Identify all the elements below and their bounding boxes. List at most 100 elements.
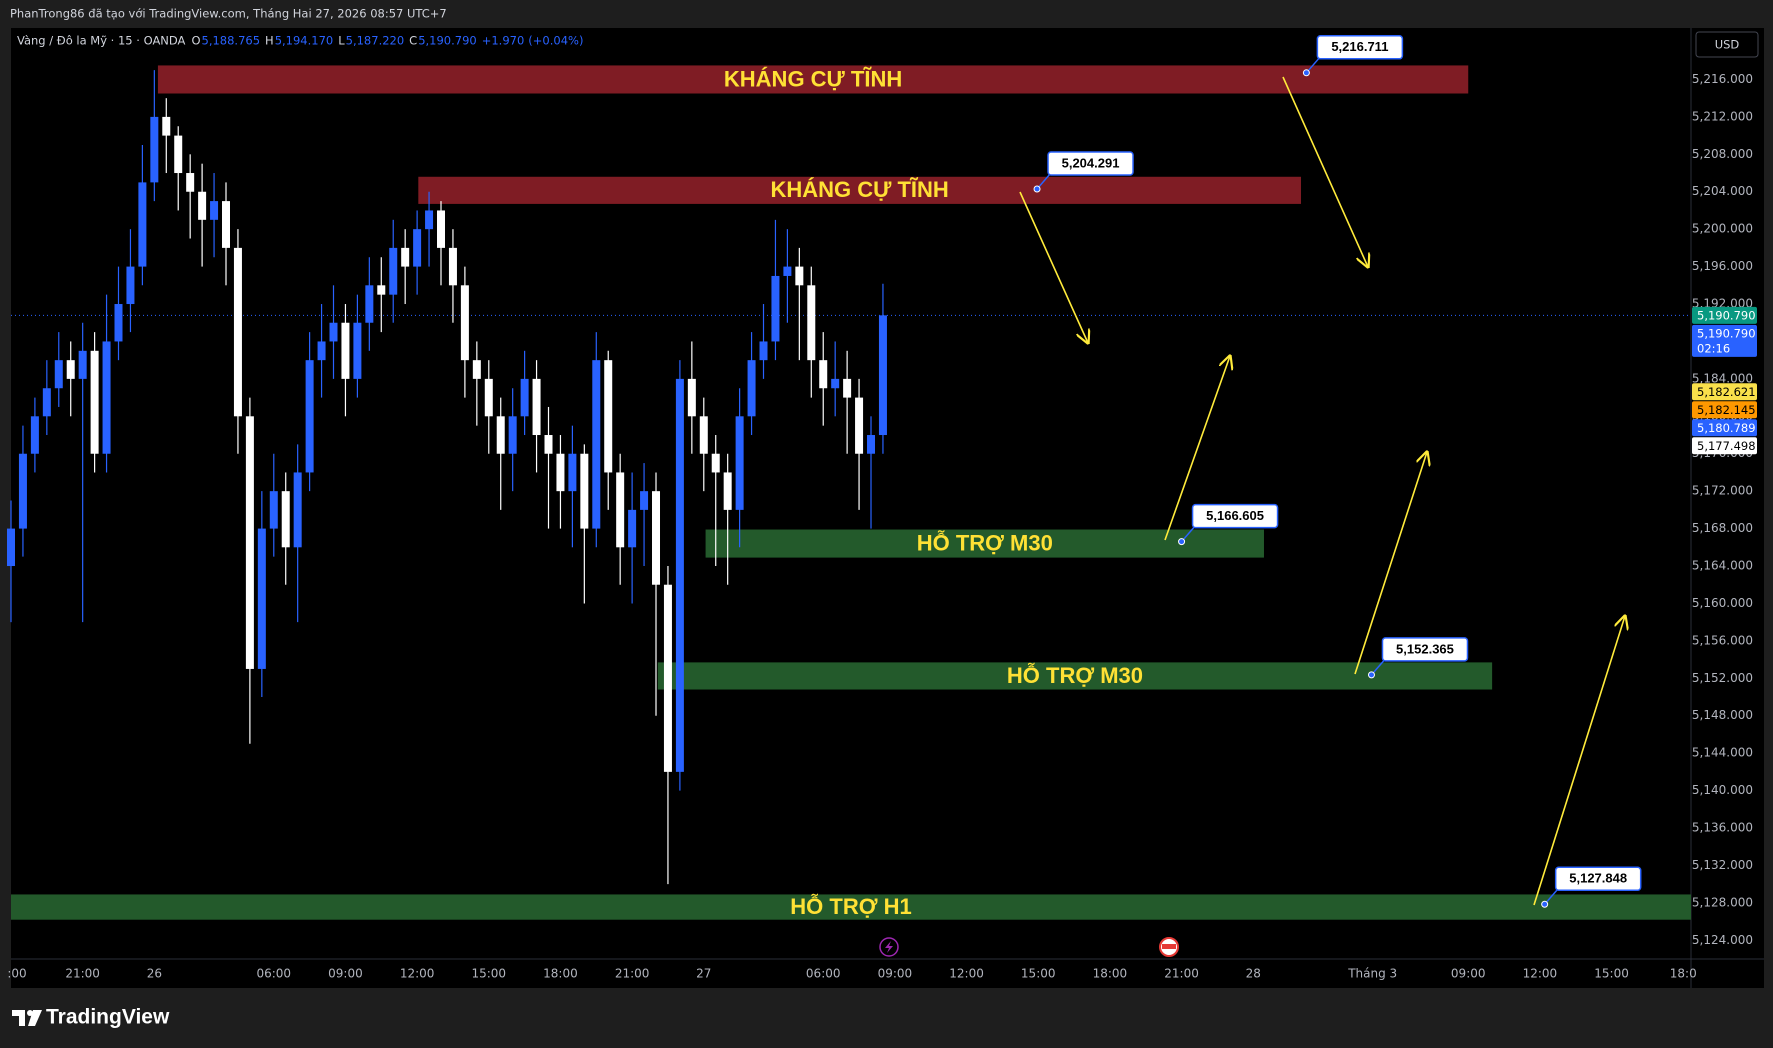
candle-body [377, 285, 386, 295]
candle-body [329, 322, 338, 342]
symbol: Vàng / Đô la Mỹ · 15 · OANDA [17, 34, 186, 48]
y-tick-label: 5,164.000 [1692, 559, 1753, 573]
y-tick-label: 5,200.000 [1692, 222, 1753, 236]
price-badge [1692, 401, 1757, 419]
candle-body [150, 116, 159, 183]
x-tick-label: 21:00 [65, 967, 100, 981]
candle-body [496, 416, 505, 454]
y-tick-label: 5,148.000 [1692, 708, 1753, 722]
x-tick-label: 28 [1246, 967, 1261, 981]
event-icon[interactable] [879, 937, 899, 957]
candle-body [735, 416, 744, 510]
callouts: 5,216.711 5,204.291 5,166.605 5,152.365 5,12… [1033, 35, 1642, 908]
candle-body [652, 491, 661, 585]
x-tick-label: 12:00 [949, 967, 984, 981]
y-tick-label: 5,204.000 [1692, 184, 1753, 198]
candle-body [102, 341, 111, 454]
x-tick-label: 12:00 [400, 967, 435, 981]
arrow [1282, 76, 1368, 267]
y-tick-label: 5,128.000 [1692, 895, 1753, 909]
candle-body [675, 378, 684, 772]
currency-button[interactable] [1695, 31, 1759, 58]
candle-body [508, 416, 517, 454]
candle-body [353, 322, 362, 379]
x-tick-label: 09:00 [328, 967, 363, 981]
candle-body [341, 322, 350, 379]
candle-body [747, 360, 756, 417]
candle-body [126, 266, 135, 305]
brand-logo: TradingView [12, 1006, 170, 1029]
candle-body [18, 453, 27, 529]
callout-box [1191, 503, 1279, 529]
y-tick-label: 5,132.000 [1692, 858, 1753, 872]
candle-body [604, 360, 613, 473]
price-badge [1692, 306, 1757, 324]
y-tick-label: 5,160.000 [1692, 596, 1753, 610]
candle-body [472, 360, 481, 379]
callout-label: 5,204.291 [1062, 155, 1120, 170]
candle-body [532, 378, 541, 436]
ohlc-key: C [409, 34, 417, 48]
x-tick-label: Tháng 3 [1347, 967, 1397, 981]
candle-body [460, 285, 469, 361]
y-tick-label: 5,196.000 [1692, 259, 1753, 273]
candle-body [616, 472, 625, 548]
ohlc-value: 5,188.765 [202, 34, 261, 48]
ohlc-value: 5,194.170 [275, 34, 334, 48]
candle-body [568, 453, 577, 492]
arrow [1019, 191, 1088, 343]
currency[interactable]: USD [1715, 38, 1740, 52]
logo-mark [28, 1010, 42, 1026]
x-tick-label: 12:00 [1523, 967, 1558, 981]
price-badge [1692, 419, 1757, 437]
zone-label: HỖ TRỢ M30 [1007, 662, 1143, 688]
candle-body [640, 491, 649, 510]
x-tick-label: 18:0 [1670, 967, 1697, 981]
x-tick-label: 15:00 [1021, 967, 1056, 981]
price-badge-label: 5,190.790 [1697, 326, 1756, 340]
price-badge-label: 5,177.498 [1697, 439, 1756, 453]
y-tick-label: 5,140.000 [1692, 783, 1753, 797]
countdown: 02:16 [1697, 341, 1730, 355]
candle-body [855, 397, 864, 454]
callout-point [1033, 185, 1041, 193]
candle-body [544, 435, 553, 454]
candle-body [317, 341, 326, 361]
x-tick-label: 09:00 [1451, 967, 1486, 981]
y-tick-label: 5,136.000 [1692, 821, 1753, 835]
candle-body [831, 378, 840, 389]
price-badge-label: 5,182.621 [1697, 385, 1756, 399]
logo-mark [12, 1010, 25, 1026]
x-tick-label: 15:00 [1594, 967, 1629, 981]
callout-box [1316, 35, 1404, 60]
candle-body [389, 247, 398, 295]
zone-label: HỖ TRỢ M30 [917, 529, 1053, 555]
candle-body [448, 247, 457, 286]
ohlc-value: 5,190.790 [418, 34, 477, 48]
callout-label: 5,127.848 [1569, 871, 1627, 886]
candle-body [723, 472, 732, 510]
x-tick-label: 27 [696, 967, 711, 981]
x-tick-label: 15:00 [471, 967, 506, 981]
candle-body [687, 378, 696, 417]
logo-dot [27, 1010, 33, 1016]
price-badge [1692, 324, 1757, 357]
zone [11, 894, 1691, 920]
candle-body [78, 350, 87, 379]
candle-body [90, 350, 99, 454]
candle-body [293, 472, 302, 548]
candle-body [759, 341, 768, 361]
callout-point [1367, 671, 1375, 679]
zone [657, 662, 1493, 690]
arrow [1354, 452, 1427, 675]
candle-body [162, 116, 171, 136]
credit: PhanTrong86 đã tạo với TradingView.com, … [10, 7, 447, 21]
y-tick-label: 5,216.000 [1692, 72, 1753, 86]
change-pct: (+0.04%) [528, 34, 583, 48]
candle-body [807, 285, 816, 361]
candle-body [413, 229, 422, 267]
callout-point [1178, 538, 1186, 546]
candle-body [425, 210, 434, 230]
zone-label: HỖ TRỢ H1 [790, 893, 911, 919]
x-tick-label: 18:00 [1093, 967, 1128, 981]
